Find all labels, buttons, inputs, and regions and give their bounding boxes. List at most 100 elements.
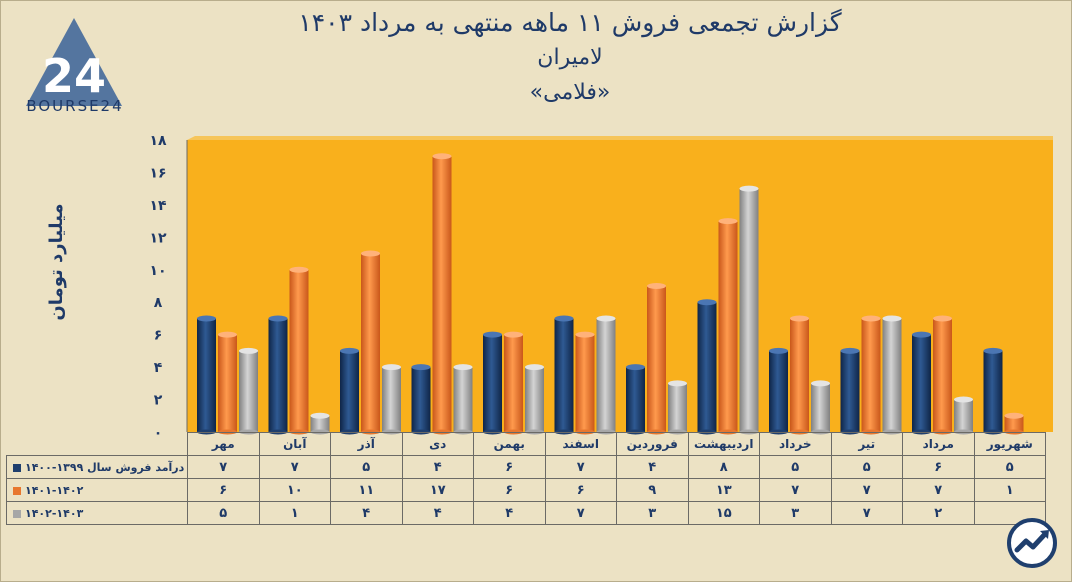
logo-text: BOURSE24 xyxy=(26,97,124,115)
data-cell: ۱۳ xyxy=(687,478,760,502)
bar xyxy=(340,350,359,432)
bar xyxy=(268,318,288,432)
bar-top xyxy=(340,347,359,354)
table-row: ۱۴۰۲-۱۴۰۳ ۵ ۱ ۴ ۴ ۴ ۷ ۳ ۱۵ ۳ ۷ ۲ xyxy=(6,501,1046,525)
bar xyxy=(218,334,237,432)
data-cell: ۴ xyxy=(330,501,403,525)
bar xyxy=(840,350,860,432)
data-cell: ۴ xyxy=(401,501,474,525)
data-table: مهر آبان آذر دی بهمن اسفند فروردین اردیبهشت خردا… xyxy=(6,432,1046,525)
bar-top xyxy=(218,331,237,338)
bar-top xyxy=(626,364,645,371)
data-cell: ۴ xyxy=(473,501,546,525)
bar-top xyxy=(575,331,595,338)
bar-top xyxy=(668,380,687,387)
data-cell: ۵ xyxy=(187,501,260,525)
plot-area xyxy=(187,140,1053,432)
bar xyxy=(668,383,687,432)
bar xyxy=(596,318,616,432)
data-cell: ۷ xyxy=(830,478,903,502)
bar xyxy=(769,350,788,432)
bar-top xyxy=(697,299,717,306)
data-cell: ۸ xyxy=(687,455,760,479)
bar-top xyxy=(933,315,952,322)
table-corner xyxy=(7,433,188,456)
bar xyxy=(626,367,645,432)
y-tick-label: ۴ xyxy=(154,360,163,376)
data-cell: ۲ xyxy=(902,501,975,525)
category-label: مهر xyxy=(187,432,260,456)
bar xyxy=(861,318,881,432)
bar-top xyxy=(840,347,860,354)
y-tick-label: ۱۴ xyxy=(149,198,167,214)
data-cell: ۱۱ xyxy=(330,478,403,502)
category-label: آبان xyxy=(258,432,331,456)
bar xyxy=(739,188,759,432)
bar xyxy=(954,399,973,432)
legend-entry: درآمد فروش سال ۱۳۹۹-۱۴۰۰ xyxy=(6,455,188,479)
data-cell: ۷ xyxy=(187,455,260,479)
category-label: خرداد xyxy=(759,432,832,456)
category-label: آذر xyxy=(330,432,403,456)
bar-top xyxy=(861,315,881,322)
data-cell: ۴ xyxy=(616,455,689,479)
bar xyxy=(361,253,380,432)
data-cell: ۶ xyxy=(473,478,546,502)
category-label: مرداد xyxy=(902,432,975,456)
bourse24-logo: 24 xyxy=(26,18,122,106)
bar-top xyxy=(504,331,523,338)
data-cell: ۷ xyxy=(830,501,903,525)
bar-top xyxy=(525,364,544,371)
bar-top xyxy=(310,412,330,419)
data-cell: ۷ xyxy=(544,501,617,525)
bar-top xyxy=(912,331,931,338)
bar-top xyxy=(647,283,666,289)
legend-entry: ۱۴۰۲-۱۴۰۳ xyxy=(6,501,188,525)
bar xyxy=(525,367,544,432)
legend-key xyxy=(13,509,21,518)
category-label: تیر xyxy=(830,432,903,456)
data-cell: ۶ xyxy=(473,455,546,479)
data-cell: ۵ xyxy=(759,455,832,479)
category-label: اسفند xyxy=(544,432,617,456)
logo-mark: 24 xyxy=(42,49,106,103)
bar-top xyxy=(239,347,258,354)
bar xyxy=(933,318,952,432)
bar-top xyxy=(739,185,759,192)
data-cell: ۹ xyxy=(616,478,689,502)
category-label: اردیبهشت xyxy=(687,432,760,456)
bar-top xyxy=(432,153,452,160)
y-tick-label: ۶ xyxy=(154,328,163,344)
data-cell: ۶ xyxy=(187,478,260,502)
bar xyxy=(575,334,595,432)
data-cell: ۶ xyxy=(902,455,975,479)
bar xyxy=(811,383,830,432)
legend-key xyxy=(13,463,21,472)
data-cell: ۵ xyxy=(830,455,903,479)
category-label: دی xyxy=(401,432,474,456)
bar xyxy=(483,334,502,432)
category-label: شهریور xyxy=(973,432,1046,456)
data-cell: ۱۵ xyxy=(687,501,760,525)
bar-top xyxy=(983,347,1003,354)
data-cell: ۷ xyxy=(759,478,832,502)
bar-top xyxy=(197,315,216,322)
legend-label: ۱۴۰۲-۱۴۰۳ xyxy=(25,506,84,520)
ticker-symbol: «فلامی» xyxy=(529,80,611,105)
data-cell: ۵ xyxy=(330,455,403,479)
bar xyxy=(289,269,309,432)
bar xyxy=(453,367,473,432)
y-tick-label: ۲ xyxy=(154,393,163,409)
data-cell: ۱۰ xyxy=(258,478,331,502)
bar xyxy=(1004,415,1024,432)
bar-top xyxy=(289,266,309,273)
data-cell: ۱ xyxy=(973,478,1046,502)
bar-top xyxy=(1004,412,1024,419)
legend-label: درآمد فروش سال ۱۳۹۹-۱۴۰۰ xyxy=(25,460,185,474)
chart-title: گزارش تجمعی فروش ۱۱ ماهه منتهی به مرداد … xyxy=(298,8,842,37)
bar-top xyxy=(718,218,738,225)
bar xyxy=(790,318,809,432)
legend-key xyxy=(13,486,21,495)
bar xyxy=(310,415,330,432)
table-row: ۱۴۰۱-۱۴۰۲ ۶ ۱۰ ۱۱ ۱۷ ۶ ۶ ۹ ۱۳ ۷ ۷ ۷ ۱ xyxy=(6,478,1046,502)
